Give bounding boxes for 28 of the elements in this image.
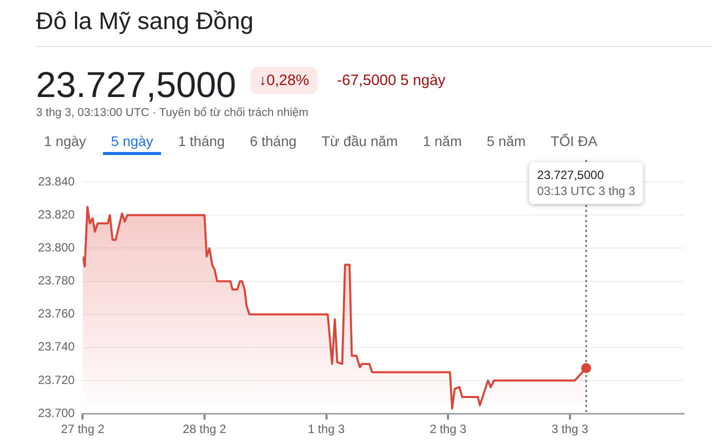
x-tick-label: 28 thg 2 (182, 422, 226, 436)
x-tick-label: 2 thg 3 (430, 422, 467, 436)
y-tick-label: 23.760 (38, 306, 76, 321)
annotation: 23.727,5000 (537, 167, 605, 183)
text: 3 thg 3, 03:13:00 UTC · Tuyên bố từ chối trách nhiệm (36, 107, 308, 119)
x-tick-label: 3 thg 3 (551, 422, 588, 436)
text: -67,5000 5 ngày (337, 72, 446, 89)
chart-title: Đô la Mỹ sang Đồng (36, 8, 254, 36)
y-tick-label: 23.700 (38, 406, 76, 420)
text: 6 tháng (248, 133, 298, 151)
x-tick-label: 27 thg 2 (61, 422, 105, 436)
y-tick-label: 23.840 (38, 174, 76, 188)
text: 23.727,5000 (36, 64, 236, 105)
text: ↓0,28% (251, 67, 318, 94)
x-tick-label: 1 thg 3 (308, 422, 345, 436)
y-tick-label: 23.820 (38, 207, 76, 222)
text: TỐI ĐA (550, 133, 598, 151)
y-tick-label: 23.780 (38, 274, 76, 288)
text: 1 tháng (177, 133, 226, 151)
y-tick-label: 23.720 (38, 372, 76, 387)
y-tick-label: 23.740 (38, 340, 76, 354)
text: 1 ngày (43, 133, 88, 151)
y-tick-label: 23.800 (38, 240, 76, 254)
text: Từ đầu năm (320, 133, 399, 151)
text: 5 năm (486, 133, 527, 151)
text: 03:13 UTC 3 thg 3 (537, 184, 636, 198)
text: 1 năm (422, 133, 463, 151)
text: 5 ngày (103, 133, 162, 155)
